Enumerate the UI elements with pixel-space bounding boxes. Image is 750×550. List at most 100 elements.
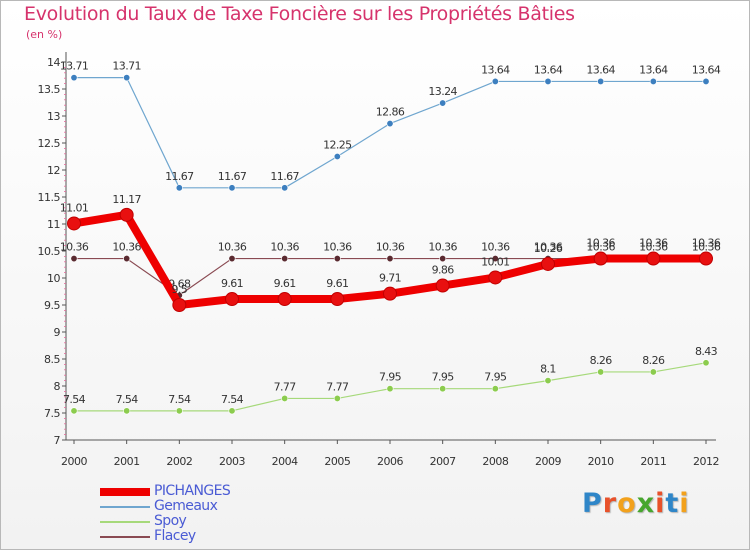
data-point [228, 184, 236, 192]
data-label: 10.36 [218, 241, 247, 254]
data-label: 10.36 [270, 241, 299, 254]
data-label: 7.54 [168, 393, 191, 406]
data-point [649, 368, 657, 376]
data-label: 10.36 [586, 237, 615, 250]
data-point [386, 255, 394, 263]
x-tick-label: 2003 [219, 455, 245, 468]
y-tick-label: 10.5 [38, 245, 61, 258]
x-tick-label: 2010 [588, 455, 614, 468]
data-point [281, 184, 289, 192]
data-label: 9.61 [274, 277, 296, 290]
x-tick-label: 2005 [324, 455, 350, 468]
data-point [119, 207, 134, 222]
data-point [70, 255, 78, 263]
logo-letter: x [636, 488, 656, 519]
data-point [702, 77, 710, 85]
data-label: 13.71 [60, 60, 89, 73]
data-point [646, 251, 661, 266]
data-label: 10.36 [376, 241, 405, 254]
data-point [175, 407, 183, 415]
data-label: 10.36 [481, 241, 510, 254]
data-point [333, 255, 341, 263]
logo-letter: i [679, 488, 690, 519]
data-label: 10.36 [112, 241, 141, 254]
chart-subtitle: (en %) [26, 28, 63, 41]
legend-label: Flacey [154, 528, 196, 544]
x-tick-label: 2009 [535, 455, 561, 468]
data-point [488, 270, 503, 285]
data-label: 8.1 [540, 363, 556, 376]
y-tick-label: 8 [54, 380, 61, 393]
data-label: 10.36 [428, 241, 457, 254]
y-tick-label: 7 [54, 434, 61, 447]
data-point [544, 77, 552, 85]
y-tick-label: 11 [47, 218, 60, 231]
data-label: 11.01 [60, 201, 89, 214]
logo-letter: o [617, 488, 637, 519]
data-label: 10.36 [323, 241, 352, 254]
data-point [491, 385, 499, 393]
x-tick-label: 2008 [482, 455, 508, 468]
data-label: 7.95 [432, 371, 455, 384]
x-tick-label: 2012 [693, 455, 719, 468]
data-point [649, 77, 657, 85]
data-point [593, 251, 608, 266]
data-label: 13.64 [534, 63, 563, 76]
data-point [123, 255, 131, 263]
data-label: 13.64 [692, 63, 721, 76]
data-label: 12.25 [323, 139, 352, 152]
data-label: 7.54 [116, 393, 139, 406]
data-point [597, 368, 605, 376]
legend-label: Gemeaux [154, 498, 218, 514]
data-point [123, 407, 131, 415]
legend-swatch [100, 488, 150, 496]
data-label: 10.36 [639, 241, 668, 254]
data-point [435, 278, 450, 293]
data-point [172, 298, 187, 312]
data-label: 13.71 [112, 60, 141, 73]
legend-label: Spoy [154, 513, 187, 529]
data-label: 12.86 [376, 106, 405, 119]
proxiti-logo: Proxiti [582, 488, 690, 519]
data-label: 10.36 [534, 241, 563, 254]
data-point [67, 216, 81, 231]
data-label: 13.64 [639, 63, 668, 76]
data-label: 7.54 [221, 393, 244, 406]
y-tick-label: 9.5 [44, 299, 60, 312]
data-point [281, 255, 289, 263]
data-point [597, 77, 605, 85]
data-point [439, 385, 447, 393]
y-tick-label: 13.5 [38, 83, 61, 96]
x-tick-label: 2011 [640, 455, 666, 468]
legend-label: PICHANGES [154, 483, 231, 499]
data-point [281, 394, 289, 402]
series-gemeaux: 13.71 13.71 11.67 11.67 11.67 12.25 12.86 13.24… [60, 60, 721, 192]
data-label: 7.95 [379, 371, 402, 384]
data-point [333, 394, 341, 402]
data-label: 11.67 [270, 170, 299, 183]
data-label: 10.36 [639, 237, 668, 250]
data-point [228, 255, 236, 263]
data-point [439, 255, 447, 263]
y-tick-label: 7.5 [44, 407, 60, 420]
y-tick-label: 11.5 [38, 191, 61, 204]
data-point [383, 286, 397, 301]
y-tick-label: 9 [54, 326, 61, 339]
y-tick-label: 10 [47, 272, 60, 285]
data-label: 8.43 [695, 345, 718, 358]
data-point [541, 256, 555, 271]
series-spoy: 7.54 7.54 7.54 7.54 7.77 7.77 7.95 7.95 7.95 8.1 8… [63, 345, 718, 415]
data-point [386, 385, 394, 393]
data-point [386, 120, 394, 128]
x-tick-label: 2006 [377, 455, 403, 468]
x-tick-label: 2002 [166, 455, 192, 468]
data-point [123, 74, 131, 82]
data-label: 9.86 [432, 264, 455, 277]
data-label: 9.68 [168, 277, 191, 290]
x-tick-label: 2007 [430, 455, 456, 468]
data-label: 7.77 [326, 380, 349, 393]
data-label: 10.36 [60, 241, 89, 254]
data-label: 9.61 [326, 277, 348, 290]
data-label: 11.67 [218, 170, 247, 183]
